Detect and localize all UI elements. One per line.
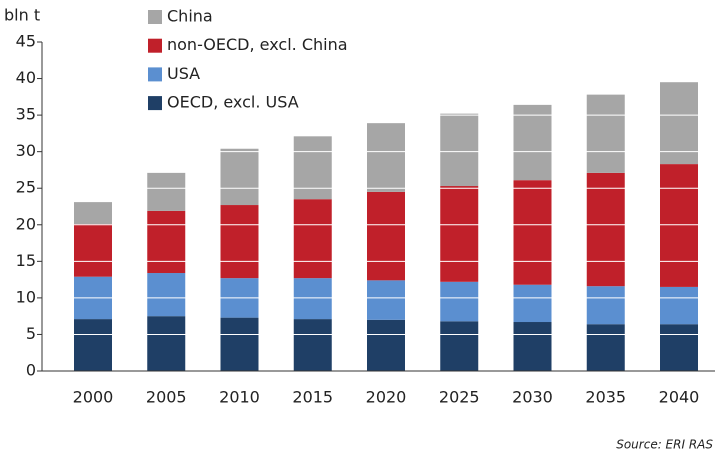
- legend-swatch: [148, 10, 162, 24]
- bar-segment: [74, 224, 112, 277]
- x-tick-label: 2035: [585, 388, 626, 407]
- bar-segment: [586, 324, 625, 371]
- y-tick-label: 40: [16, 68, 36, 87]
- bar-segment: [293, 199, 332, 279]
- x-tick-label: 2040: [659, 388, 700, 407]
- x-tick-label: 2010: [219, 388, 260, 407]
- y-tick-label: 30: [16, 141, 36, 160]
- bar-segment: [440, 321, 479, 371]
- bar-segment: [660, 324, 698, 371]
- legend-label: USA: [167, 64, 200, 83]
- x-tick-label: 2020: [366, 388, 407, 407]
- bar-segment: [293, 319, 332, 371]
- bar-segment: [440, 281, 479, 322]
- bar-segment: [74, 202, 112, 225]
- y-tick-label: 45: [16, 32, 36, 51]
- x-tick-label: 2015: [292, 388, 333, 407]
- x-tick-label: 2025: [439, 388, 480, 407]
- bar-segment: [440, 186, 479, 282]
- bar-segment: [660, 164, 698, 287]
- bar-segment: [293, 278, 332, 320]
- bar-segment: [586, 172, 625, 287]
- bar-segment: [513, 284, 552, 323]
- bar-segment: [586, 94, 625, 173]
- x-tick-label: 2030: [512, 388, 553, 407]
- bar-segment: [513, 104, 552, 181]
- bar-segment: [147, 316, 186, 371]
- bar-segment: [293, 136, 332, 200]
- legend-label: OECD, excl. USA: [167, 93, 299, 112]
- legend-swatch: [148, 96, 162, 111]
- bar-segment: [147, 210, 186, 274]
- bar-segment: [220, 205, 259, 279]
- legend-swatch: [148, 67, 162, 82]
- y-tick-label: 20: [16, 214, 36, 233]
- bar-segment: [74, 319, 112, 371]
- legend-label: China: [167, 7, 213, 26]
- y-tick-label: 25: [16, 178, 36, 197]
- y-tick-label: 15: [16, 251, 36, 270]
- bar-segment: [147, 273, 186, 317]
- y-tick-label: 35: [16, 105, 36, 124]
- bar-segment: [367, 191, 405, 281]
- y-tick-label: 5: [26, 324, 36, 343]
- x-tick-label: 2000: [73, 388, 114, 407]
- bar-segment: [367, 280, 405, 320]
- legend-swatch: [148, 38, 162, 53]
- bar-segment: [367, 123, 405, 192]
- y-axis-label: bln t: [4, 6, 40, 25]
- bar-segment: [586, 286, 625, 325]
- bar-segment: [220, 317, 259, 371]
- bar-segment: [220, 148, 259, 206]
- bar-segment: [513, 322, 552, 371]
- bar-segment: [367, 319, 405, 371]
- bar-segment: [147, 172, 186, 211]
- y-tick-label: 0: [26, 361, 36, 380]
- bar-segment: [440, 113, 479, 187]
- bar-segment: [660, 82, 698, 165]
- x-tick-label: 2005: [146, 388, 187, 407]
- legend-label: non-OECD, excl. China: [167, 35, 348, 54]
- y-tick-label: 10: [16, 287, 36, 306]
- bar-segment: [513, 180, 552, 285]
- source: Source: ERI RAS: [616, 438, 713, 452]
- bar-segment: [660, 286, 698, 325]
